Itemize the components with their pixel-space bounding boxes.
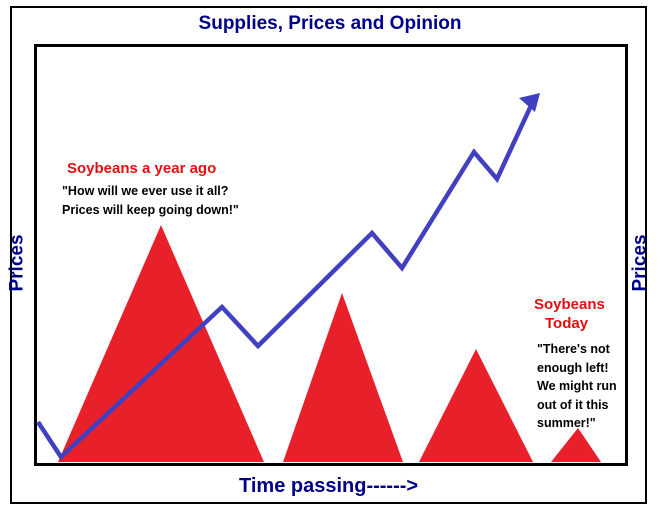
y-axis-label-left: Prices (6, 234, 28, 292)
annotation-today-quote-line: enough left! (537, 360, 609, 375)
supply-pile-today (551, 428, 601, 462)
annotation-today-heading-line2: Today (545, 315, 589, 332)
annotation-today-quote-line: "There's not (537, 342, 610, 356)
annotation-today-quote: "There's not enough left! We might run o… (537, 340, 617, 433)
price-line (36, 96, 538, 461)
annotation-today-quote-line: out of it this (537, 397, 609, 412)
outer-frame (10, 6, 647, 504)
diagram-title: Supplies, Prices and Opinion (198, 13, 462, 34)
supply-pile-3 (419, 349, 533, 462)
supply-triangles (58, 225, 601, 462)
annotation-year-ago-quote: "How will we ever use it all? Prices wil… (62, 182, 239, 220)
x-axis-label: Time passing------> (239, 475, 419, 497)
annotation-today-heading-line1: Soybeans (534, 296, 605, 313)
y-axis-label-right: Prices (629, 234, 651, 292)
supply-pile-year-ago (58, 225, 264, 462)
plot-frame (34, 44, 628, 466)
annotation-year-ago-heading: Soybeans a year ago (67, 160, 217, 177)
annotation-today-quote-line: summer!" (537, 416, 596, 430)
price-arrowhead (519, 93, 540, 112)
supply-pile-2 (283, 293, 403, 462)
annotation-year-ago-quote-line: "How will we ever use it all? (62, 184, 229, 198)
annotation-year-ago-quote-line: Prices will keep going down!" (62, 203, 239, 217)
annotation-today-quote-line: We might run (537, 379, 617, 393)
